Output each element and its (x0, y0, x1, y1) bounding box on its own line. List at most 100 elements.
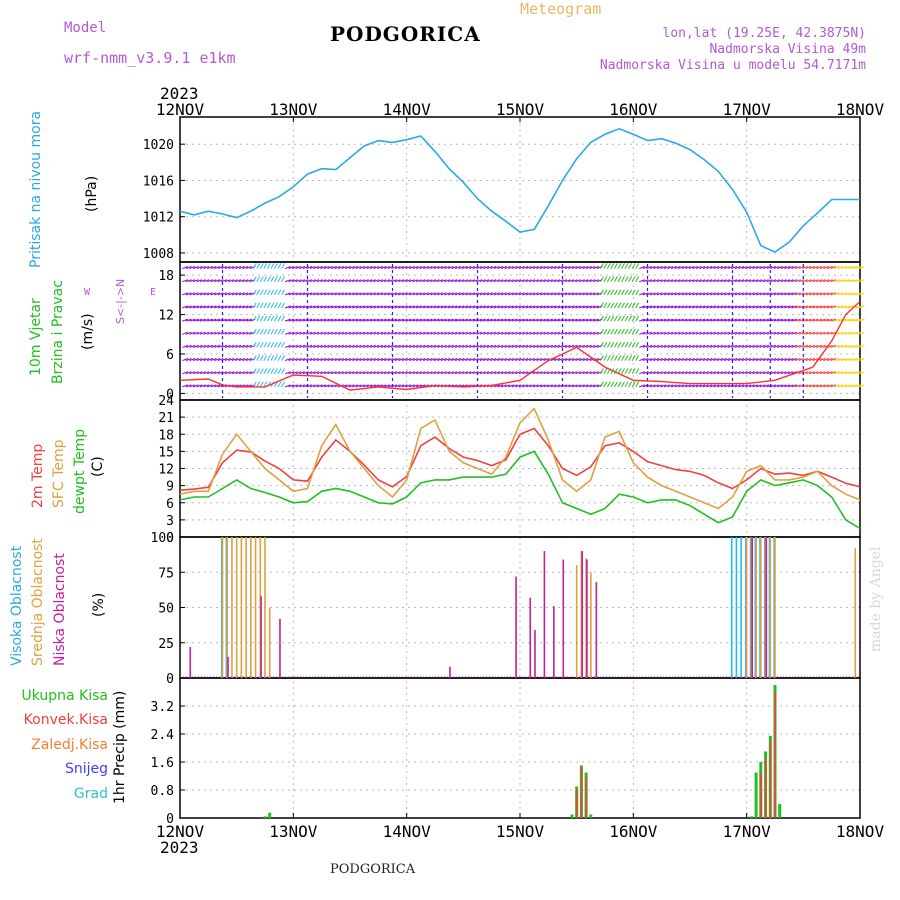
wind-barb (490, 292, 497, 296)
wind-barb (515, 279, 522, 283)
wind-barb (816, 279, 823, 283)
wind-barb (515, 266, 522, 270)
wind-barb (192, 384, 199, 388)
wind-barb (667, 371, 674, 375)
y-tick-label: 18 (158, 269, 174, 284)
wind-barb (649, 384, 656, 388)
wind-barb (571, 331, 578, 335)
wind-barb (539, 305, 546, 309)
wind-barb (518, 305, 525, 309)
wind-barb (476, 331, 483, 335)
wind-barb (660, 384, 667, 388)
wind-barb (206, 305, 213, 309)
wind-barb (394, 358, 401, 362)
wind-barb (759, 279, 766, 283)
cloud-low-label: Niska Oblacnost (52, 553, 68, 666)
wind-barb (603, 302, 608, 309)
wind-barb (550, 318, 557, 322)
wind-barb (599, 289, 604, 296)
wind-barb (621, 302, 625, 309)
wind-barb (454, 279, 461, 283)
wind-barb (313, 279, 320, 283)
wind-barb (773, 331, 780, 335)
wind-barb (376, 279, 383, 283)
wind-barb (306, 279, 313, 283)
wind-barb (401, 279, 408, 283)
day-label-top: 12NOV (156, 100, 205, 119)
wind-barb (812, 266, 819, 270)
wind-barb (493, 371, 500, 375)
wind-barb (210, 266, 217, 270)
wind-barb (564, 344, 571, 348)
wind-barb (755, 384, 762, 388)
wind-barb (185, 279, 192, 283)
wind-barb (252, 355, 257, 361)
wind-barb (206, 318, 213, 322)
wind-barb (554, 371, 561, 375)
wind-barb (543, 384, 550, 388)
wind-barb (423, 331, 429, 335)
wind-barb (437, 292, 444, 296)
wind-barb (192, 344, 199, 348)
wind-barb (284, 384, 291, 388)
wind-barb (206, 344, 213, 348)
wind-barb (724, 331, 731, 335)
wind-barb (252, 289, 257, 296)
wind-barb (522, 331, 529, 335)
wind-barb (242, 318, 249, 322)
wind-barb (493, 384, 500, 388)
wind-barb (461, 344, 468, 348)
wind-barb (858, 318, 865, 322)
wind-barb (794, 384, 801, 388)
wind-barb (423, 318, 429, 322)
wind-barb (398, 331, 405, 335)
wind-barb (366, 318, 373, 322)
wind-barb (593, 371, 599, 375)
wind-barb (426, 331, 433, 335)
wind-barb (678, 279, 684, 283)
wind-barb (401, 305, 408, 309)
wind-barb (599, 315, 604, 322)
wind-barb (210, 344, 217, 348)
wind-barb (522, 344, 529, 348)
wind-barb (830, 318, 837, 322)
wind-barb (295, 344, 302, 348)
wind-barb (451, 279, 458, 283)
wind-barb (709, 266, 716, 270)
wind-barb (299, 292, 306, 296)
wind-barb (224, 292, 231, 296)
wind-barb (277, 276, 282, 282)
wind-barb (369, 344, 376, 348)
wind-barb (844, 305, 851, 309)
wind-barb (182, 331, 189, 335)
wind-barb (617, 355, 622, 361)
wind-barb (724, 279, 731, 283)
wind-barb (454, 358, 461, 362)
wind-barb (529, 266, 536, 270)
wind-barb (748, 384, 755, 388)
wind-barb (320, 344, 327, 348)
wind-barb (352, 318, 359, 322)
wind-barb (465, 318, 472, 322)
wind-barb (479, 371, 486, 375)
wind-barb (660, 318, 667, 322)
wind-barb (833, 384, 840, 388)
wind-barb (189, 384, 196, 388)
wind-barb (621, 355, 625, 361)
wind-barb (858, 371, 865, 375)
wind-barb (206, 292, 213, 296)
wind-barb (522, 279, 529, 283)
wind-barb (738, 371, 745, 375)
wind-barb (256, 328, 261, 335)
wind-barb (770, 358, 777, 362)
wind-barb (259, 302, 264, 309)
wind-barb (571, 344, 578, 348)
wind-barb (238, 344, 245, 348)
wind-barb (606, 381, 611, 388)
wind-barb (451, 305, 458, 309)
wind-barb (554, 331, 561, 335)
wind-barb (628, 315, 633, 322)
wind-barb (603, 355, 608, 361)
wind-barb (259, 381, 264, 388)
wind-barb (235, 344, 242, 348)
